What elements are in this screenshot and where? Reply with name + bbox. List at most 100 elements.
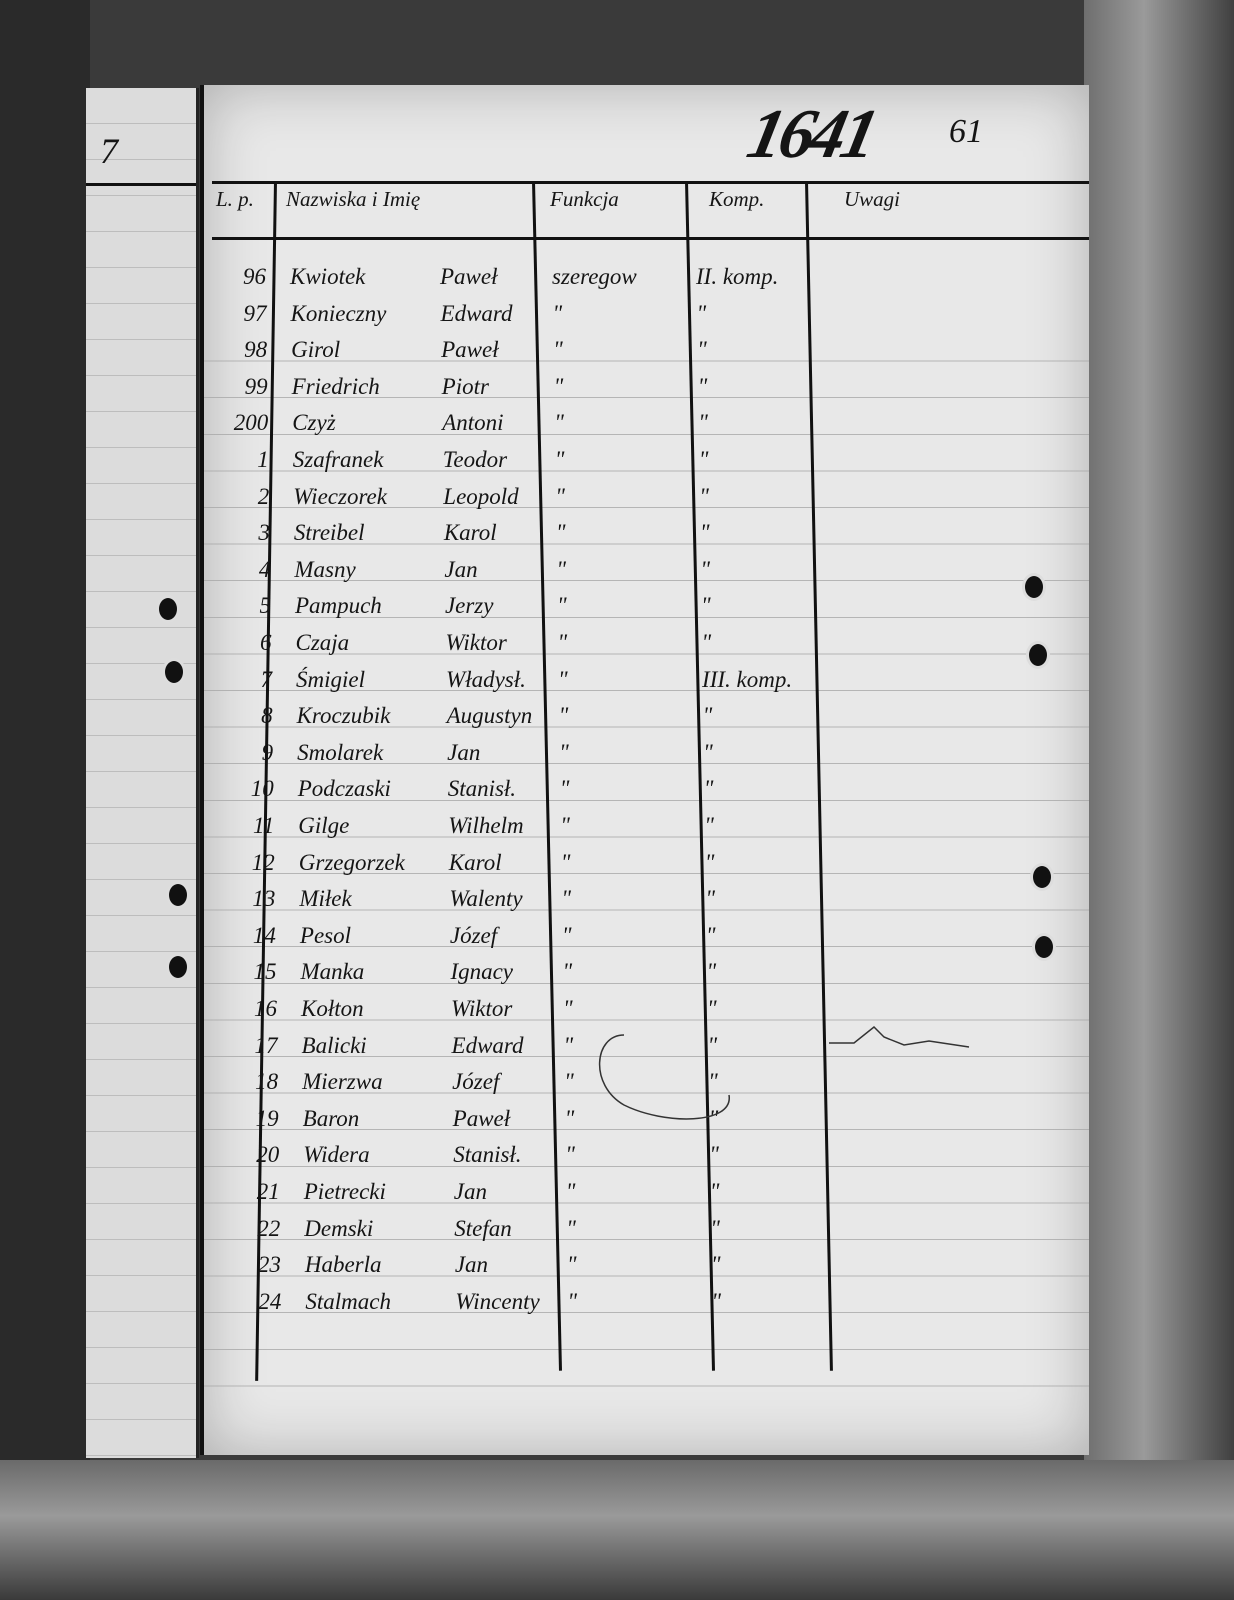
first-name: Wiktor [451,996,513,1021]
company: " [697,373,708,399]
table-row: 6 Czaja Wiktor " " [204,626,1089,662]
function: " [554,447,565,472]
function: " [564,1105,575,1131]
first-name: Józef [452,1069,500,1095]
column-header-company: Komp. [709,187,765,211]
pencil-scribble [598,1025,970,1120]
surname: Stalmach [305,1288,391,1314]
row-number: 6 [260,630,272,655]
company: " [710,1252,721,1278]
row-number: 21 [256,1179,280,1204]
surname: Podczaski [297,776,391,802]
row-number: 96 [243,264,266,289]
first-name: Paweł [440,264,498,289]
company: " [703,739,713,765]
company: " [709,1179,720,1204]
function: " [558,703,569,729]
function: " [553,373,564,399]
table-top-rule [212,181,1089,184]
row-number: 15 [253,959,277,985]
company: " [711,1288,722,1314]
function: " [566,1252,577,1278]
surname: Pesol [299,922,351,948]
punch-hole [1030,863,1054,891]
first-name: Władysł. [446,666,526,692]
company: " [703,776,714,802]
company: " [708,1069,718,1095]
function: " [553,337,563,363]
row-number: 10 [250,776,274,802]
row-number: 8 [261,703,273,729]
first-name: Paweł [452,1105,511,1131]
row-number: 13 [252,886,276,912]
first-name: Wiktor [445,630,507,655]
table-row: 98 Girol Paweł " " [204,333,1089,369]
row-number: 99 [244,373,268,399]
surname: Masny [294,556,356,582]
row-number: 19 [255,1105,279,1131]
punch-hole [1026,641,1050,669]
row-number: 22 [257,1215,281,1241]
surname: Kołton [301,996,364,1021]
table-row: 22 Demski Stefan " " [204,1212,1089,1248]
first-name: Paweł [441,337,499,363]
table-row: 17 Balicki Edward " " [204,1029,1089,1065]
function: " [558,666,568,692]
function: " [567,1288,578,1314]
punch-hole [1032,933,1056,961]
surname: Mierzwa [302,1069,383,1095]
register-page: 1641 61 L. p. Nazwiska i Imię Funkcja Ko… [200,85,1089,1455]
company: " [698,410,708,436]
function: " [562,959,573,985]
row-number: 5 [259,593,271,619]
punch-hole [1022,573,1046,601]
surname: Gilge [298,813,350,838]
first-name: Jan [447,739,481,765]
table-row: 20 Widera Stanisł. " " [204,1138,1089,1174]
company: " [704,813,714,838]
column-header-function: Funkcja [550,187,619,211]
first-name: Piotr [441,373,489,399]
surname: Konieczny [290,300,387,326]
company: " [700,556,711,582]
row-number: 98 [244,337,268,363]
function: " [560,813,570,838]
row-number: 18 [255,1069,279,1095]
company: II. komp. [696,264,779,289]
first-name: Jerzy [444,593,494,619]
function: " [563,996,573,1021]
first-name: Karol [448,849,502,875]
company: " [707,996,717,1021]
table-row: 4 Masny Jan " " [204,553,1089,589]
row-number: 97 [243,300,267,326]
first-name: Wilhelm [448,813,524,838]
first-name: Edward [451,1032,524,1058]
company: " [699,520,710,546]
first-name: Jan [444,556,478,582]
surname: Kwiotek [290,264,366,289]
company: " [709,1142,719,1168]
company: " [708,1105,719,1131]
surname: Balicki [301,1032,367,1058]
company: " [700,593,711,619]
first-name: Stanisł. [447,776,517,802]
table-row: 96 Kwiotek Paweł szeregow II. komp. [204,260,1089,296]
table-row: 13 Miłek Walenty " " [204,882,1089,918]
surname: Pampuch [294,593,382,619]
table-row: 1 Szafranek Teodor " " [204,443,1089,479]
scan-background-bottom [0,1460,1234,1600]
table-row: 97 Konieczny Edward " " [204,297,1089,333]
table-row: 10 Podczaski Stanisł. " " [204,772,1089,808]
row-number: 14 [252,922,276,948]
company: " [696,300,707,326]
surname: Kroczubik [296,703,391,729]
ruled-lines [204,325,1089,1395]
previous-page-edge [86,88,199,1458]
function: " [557,630,568,655]
function: " [564,1069,574,1095]
surname: Grzegorzek [298,849,405,875]
company: " [705,886,716,912]
row-number: 12 [251,849,275,875]
column-header-remarks: Uwagi [844,187,901,211]
surname: Czaja [295,630,350,655]
